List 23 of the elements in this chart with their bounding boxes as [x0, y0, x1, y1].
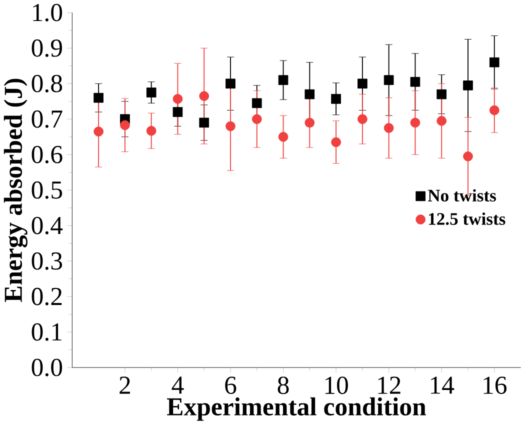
y-tick-label: 0.7 [32, 110, 62, 128]
y-tick-label: 1.0 [33, 4, 62, 22]
x-tick-label: 14 [430, 376, 454, 394]
x-tick-label: 4 [172, 376, 184, 394]
x-tick-label: 6 [225, 376, 236, 394]
y-tick-label: 0.4 [32, 216, 63, 234]
legend-label: 12.5 twists [429, 212, 506, 226]
y-tick-label: 0.5 [32, 181, 62, 199]
y-tick-label: 0.8 [32, 75, 62, 93]
y-tick-label: 0.2 [32, 288, 62, 306]
y-tick-label: 0.3 [32, 252, 62, 270]
x-tick-label: 12 [378, 376, 400, 394]
y-tick-label: 0.0 [32, 358, 62, 376]
x-tick-label: 10 [325, 376, 348, 394]
x-tick-label: 8 [278, 376, 289, 394]
y-tick-label: 0.6 [32, 146, 62, 164]
legend-label: No twists [428, 189, 496, 202]
y-tick-label: 0.9 [32, 40, 62, 58]
y-axis-title: Energy absorbed (J) [4, 79, 28, 302]
x-tick-label: 16 [484, 376, 506, 394]
y-tick-label: 0.1 [32, 323, 62, 341]
x-tick-label: 2 [120, 376, 130, 394]
x-axis-title: Experimental condition [166, 398, 426, 421]
